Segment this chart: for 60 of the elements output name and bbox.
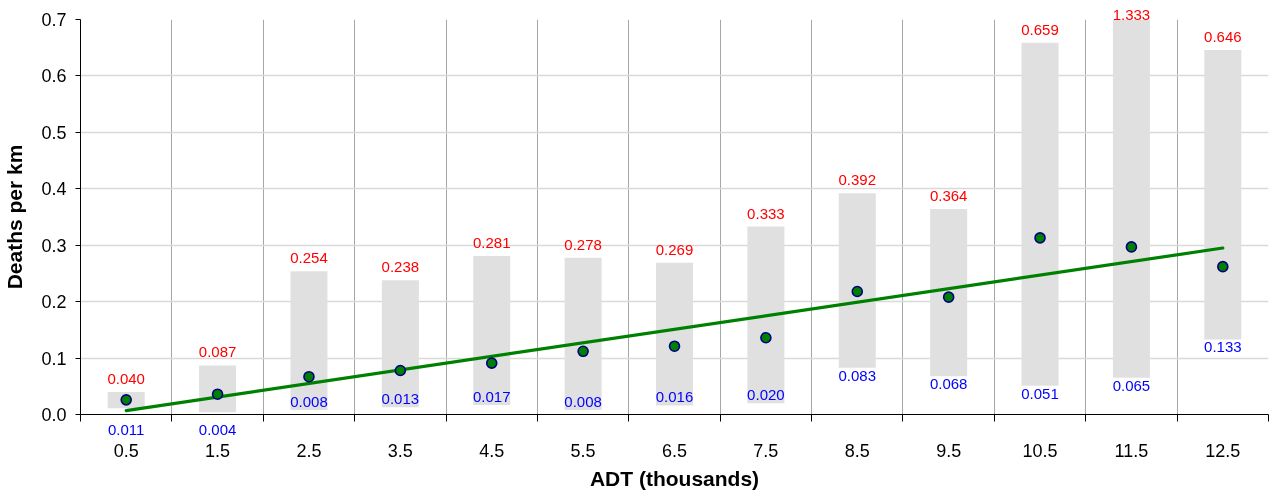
annotation: 0.040 (107, 369, 145, 387)
annotation: 0.364 (929, 187, 968, 205)
annotation: 0.238 (381, 258, 420, 276)
annotation: 0.013 (381, 390, 420, 408)
y-tick-label: 0.1 (41, 348, 67, 369)
y-tick-label: 0.7 (41, 10, 67, 30)
annotation: 0.659 (1021, 20, 1059, 38)
x-tick-label: 12.5 (1205, 440, 1241, 461)
annotation: 0.087 (198, 343, 237, 361)
annotation: 1.333 (1112, 5, 1151, 23)
annotation: 0.051 (1021, 384, 1059, 402)
annotation: 0.008 (564, 392, 602, 410)
point (851, 285, 864, 298)
y-tick-label: 0.0 (41, 405, 67, 425)
x-tick-label: 1.5 (205, 440, 231, 461)
annotation: 0.020 (747, 386, 785, 404)
annotation: 0.278 (564, 235, 602, 253)
point (942, 291, 955, 303)
annotation: 0.065 (1112, 376, 1151, 394)
point (668, 340, 681, 353)
x-axis-title: ADT (thousands) (589, 466, 760, 490)
x-tick-label: 0.5 (113, 440, 139, 461)
y-axis-title: Deaths per km (3, 144, 27, 290)
point (394, 364, 407, 377)
point (1217, 260, 1229, 273)
annotation: 0.011 (107, 420, 145, 438)
annotation: 0.068 (929, 375, 968, 393)
point (577, 345, 589, 358)
point (1034, 232, 1046, 244)
annotation: 0.017 (472, 387, 511, 405)
annotation: 0.333 (747, 204, 785, 222)
x-tick-label: 8.5 (844, 440, 870, 461)
x-tick-label: 2.5 (296, 440, 322, 461)
x-tick-label: 3.5 (387, 440, 413, 461)
point (485, 357, 498, 369)
annotation: 0.083 (838, 366, 877, 384)
annotation: 0.269 (655, 240, 694, 258)
annotation: 0.281 (472, 233, 511, 251)
y-tick-label: 0.2 (41, 292, 67, 313)
annotation: 0.254 (290, 249, 328, 267)
annotation: 0.133 (1204, 338, 1242, 356)
x-tick-label: 6.5 (661, 440, 688, 461)
x-tick-label: 11.5 (1114, 440, 1149, 461)
y-tick-label: 0.6 (41, 66, 67, 87)
annotation: 0.008 (290, 392, 328, 410)
annotation: 0.004 (198, 420, 237, 438)
x-tick-label: 9.5 (936, 440, 962, 461)
point (760, 331, 772, 344)
y-tick-label: 0.5 (41, 122, 67, 143)
annotation: 0.646 (1204, 27, 1242, 45)
y-tick-label: 0.4 (41, 179, 67, 200)
x-tick-label: 10.5 (1022, 440, 1058, 461)
x-tick-label: 7.5 (753, 440, 779, 461)
annotation: 0.392 (838, 171, 877, 189)
y-tick-label: 0.3 (41, 235, 67, 256)
point (303, 370, 315, 383)
x-tick-label: 5.5 (570, 440, 596, 461)
point (1125, 241, 1138, 253)
annotation: 0.016 (655, 388, 694, 406)
x-tick-label: 4.5 (479, 440, 505, 461)
